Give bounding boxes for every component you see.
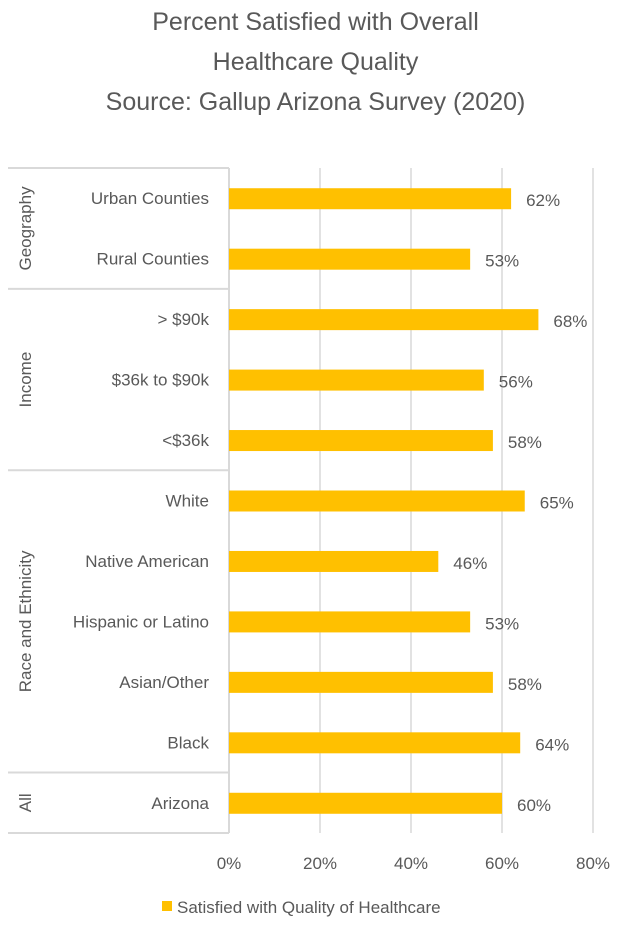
bar: [229, 732, 521, 754]
group-label: Geography: [16, 186, 35, 271]
group-label: Income: [16, 352, 35, 408]
x-tick-label: 60%: [485, 854, 519, 873]
data-label: 46%: [453, 554, 487, 573]
chart-title-line-2: Healthcare Quality: [212, 48, 419, 76]
category-label: Arizona: [151, 794, 209, 813]
data-label: 64%: [535, 735, 569, 754]
data-label: 65%: [540, 494, 574, 513]
bar: [229, 611, 471, 633]
x-tick-label: 80%: [576, 854, 610, 873]
category-label: Hispanic or Latino: [73, 612, 209, 631]
data-label: 53%: [485, 252, 519, 271]
category-label: <$36k: [162, 431, 209, 450]
category-label: $36k to $90k: [112, 371, 210, 390]
category-label: Native American: [85, 552, 209, 571]
bar: [229, 309, 539, 331]
category-label: Rural Counties: [97, 250, 209, 269]
chart-title-line-3: Source: Gallup Arizona Survey (2020): [105, 88, 526, 116]
bar: [229, 369, 484, 391]
group-label: Race and Ethnicity: [16, 550, 35, 692]
data-label: 56%: [499, 373, 533, 392]
group-label: All: [16, 793, 35, 812]
data-label: 53%: [485, 614, 519, 633]
legend-label: Satisfied with Quality of Healthcare: [177, 898, 441, 917]
bar: [229, 430, 493, 452]
legend-swatch: [162, 901, 172, 911]
x-tick-label: 40%: [394, 854, 428, 873]
category-label: Urban Counties: [91, 189, 209, 208]
category-label: > $90k: [157, 310, 209, 329]
bar: [229, 490, 525, 512]
category-label: White: [166, 492, 209, 511]
bar: [229, 550, 439, 572]
chart-title-line-1: Percent Satisfied with Overall: [152, 8, 479, 36]
data-label: 60%: [517, 796, 551, 815]
bar: [229, 792, 502, 814]
category-label: Black: [167, 733, 209, 752]
category-label: Asian/Other: [119, 673, 209, 692]
data-label: 58%: [508, 675, 542, 694]
x-tick-label: 0%: [217, 854, 242, 873]
bar: [229, 671, 493, 693]
x-tick-label: 20%: [303, 854, 337, 873]
data-label: 62%: [526, 191, 560, 210]
bar: [229, 188, 512, 210]
bar: [229, 248, 471, 270]
data-label: 68%: [553, 312, 587, 331]
data-label: 58%: [508, 433, 542, 452]
